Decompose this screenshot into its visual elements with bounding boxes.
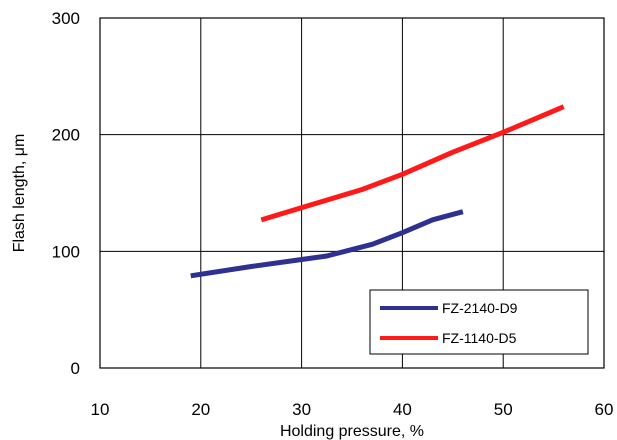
x-axis-title: Holding pressure, %: [280, 423, 424, 440]
legend-label-fz-1140-d5: FZ-1140-D5: [442, 330, 517, 346]
series-line-fz-2140-d9: [190, 209, 464, 279]
y-tick-label: 300: [52, 9, 80, 28]
y-tick-labels: 0 100 200 300: [52, 9, 80, 378]
series-layer: [190, 104, 565, 279]
y-tick-label: 0: [71, 359, 80, 378]
y-tick-label: 200: [52, 126, 80, 145]
y-tick-label: 100: [52, 242, 80, 261]
x-tick-label: 20: [191, 400, 210, 419]
x-tick-labels: 10 20 30 40 50 60: [91, 400, 614, 419]
series-line-fz-1140-d5: [260, 104, 565, 223]
legend-label-fz-2140-d9: FZ-2140-D9: [442, 300, 518, 316]
x-tick-label: 40: [393, 400, 412, 419]
y-axis-title: Flash length, μm: [11, 134, 28, 253]
plot-area: [99, 17, 605, 369]
x-tick-label: 30: [292, 400, 311, 419]
x-tick-label: 60: [595, 400, 614, 419]
x-tick-label: 50: [494, 400, 513, 419]
x-tick-label: 10: [91, 400, 110, 419]
legend: FZ-2140-D9 FZ-1140-D5: [369, 289, 589, 355]
legend-box: [369, 289, 589, 355]
